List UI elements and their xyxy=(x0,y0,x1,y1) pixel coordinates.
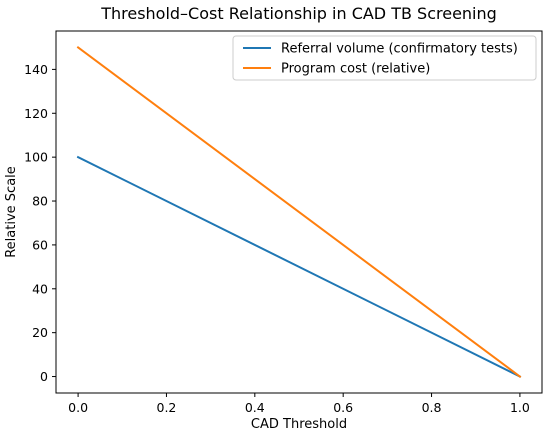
y-axis-ticks: 0 20 40 60 80 100 120 140 xyxy=(24,62,56,384)
y-tick-label: 40 xyxy=(32,281,48,296)
y-tick-label: 0 xyxy=(40,369,48,384)
x-tick-label: 1.0 xyxy=(510,400,530,415)
y-tick-label: 20 xyxy=(32,325,48,340)
x-tick-label: 0.6 xyxy=(333,400,353,415)
series-line-0 xyxy=(76,155,522,378)
y-tick-label: 140 xyxy=(24,62,48,77)
legend-box xyxy=(232,35,537,81)
x-axis-ticks: 0.0 0.2 0.4 0.6 0.8 1.0 xyxy=(68,393,530,415)
y-tick-label: 80 xyxy=(32,194,48,209)
x-tick-label: 0.8 xyxy=(422,400,442,415)
x-tick-label: 0.0 xyxy=(68,400,88,415)
y-axis-label: Relative Scale xyxy=(4,166,19,258)
chart-title: Threshold–Cost Relationship in CAD TB Sc… xyxy=(100,4,497,23)
x-tick-label: 0.2 xyxy=(157,400,177,415)
y-tick-label: 120 xyxy=(24,106,48,121)
legend: Referral volume (confirmatory tests) Prog… xyxy=(232,35,537,81)
legend-label-0: Referral volume (confirmatory tests) xyxy=(281,42,518,57)
series-line-1 xyxy=(76,46,522,378)
y-tick-label: 100 xyxy=(24,150,48,165)
series-layer xyxy=(76,46,522,378)
x-tick-label: 0.4 xyxy=(245,400,265,415)
y-tick-label: 60 xyxy=(32,237,48,252)
legend-label-1: Program cost (relative) xyxy=(281,62,430,77)
x-axis-label: CAD Threshold xyxy=(251,417,347,432)
